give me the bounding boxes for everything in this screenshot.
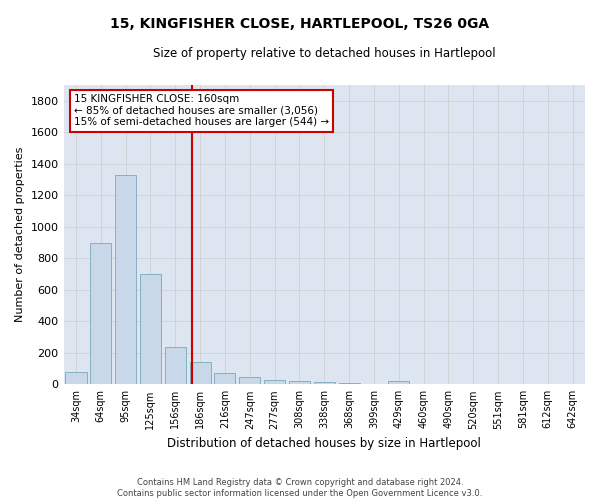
Bar [239,377,260,384]
Text: Contains HM Land Registry data © Crown copyright and database right 2024.
Contai: Contains HM Land Registry data © Crown c… [118,478,482,498]
Bar [289,381,310,384]
Bar [140,274,161,384]
Bar [65,372,86,384]
Bar [264,380,285,384]
Bar [314,382,335,384]
Bar [214,372,235,384]
X-axis label: Distribution of detached houses by size in Hartlepool: Distribution of detached houses by size … [167,437,481,450]
Text: 15 KINGFISHER CLOSE: 160sqm
← 85% of detached houses are smaller (3,056)
15% of : 15 KINGFISHER CLOSE: 160sqm ← 85% of det… [74,94,329,128]
Title: Size of property relative to detached houses in Hartlepool: Size of property relative to detached ho… [153,48,496,60]
Bar [190,362,211,384]
Bar [165,346,186,385]
Bar [90,242,112,384]
Bar [338,382,359,384]
Bar [115,175,136,384]
Bar [388,381,409,384]
Text: 15, KINGFISHER CLOSE, HARTLEPOOL, TS26 0GA: 15, KINGFISHER CLOSE, HARTLEPOOL, TS26 0… [110,18,490,32]
Y-axis label: Number of detached properties: Number of detached properties [15,147,25,322]
